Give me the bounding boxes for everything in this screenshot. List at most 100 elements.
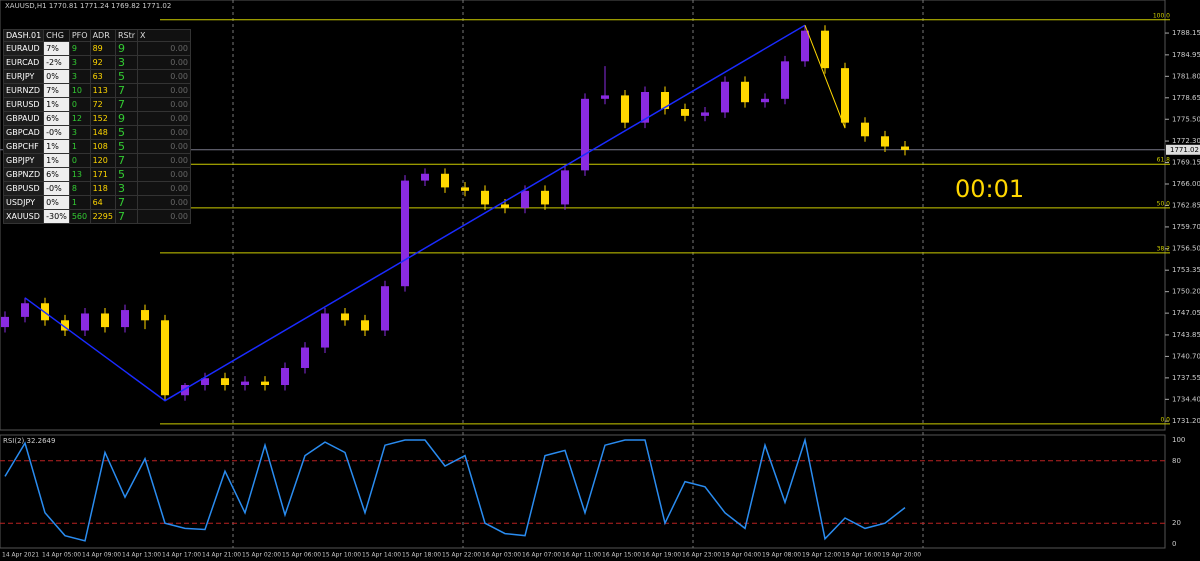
dashboard-cell: 8 bbox=[68, 181, 91, 196]
x-tick-label: 15 Apr 14:00 bbox=[362, 552, 401, 559]
dashboard-cell: 63 bbox=[89, 69, 116, 84]
dashboard-cell: 560 bbox=[68, 209, 91, 224]
dashboard-cell: 7 bbox=[114, 83, 139, 98]
dashboard-cell: CHG bbox=[43, 29, 70, 42]
candle-body bbox=[421, 173, 429, 181]
dashboard-cell: 1% bbox=[43, 139, 70, 154]
x-tick-label: 19 Apr 12:00 bbox=[802, 552, 841, 559]
candle-body bbox=[761, 98, 769, 103]
dashboard-cell: 13 bbox=[68, 167, 91, 182]
candle-body bbox=[561, 170, 569, 205]
dashboard-cell: EURJPY bbox=[2, 69, 45, 84]
x-tick-label: 14 Apr 13:00 bbox=[122, 552, 161, 559]
candle-body bbox=[681, 109, 689, 116]
y-tick-label: 1759.70 bbox=[1172, 223, 1200, 231]
candle-body bbox=[821, 30, 829, 69]
y-tick-label: 1753.35 bbox=[1172, 266, 1200, 274]
current-price-label: 1771.02 bbox=[1170, 146, 1199, 154]
dashboard-cell: 108 bbox=[89, 139, 116, 154]
dashboard-row: GBPJPY 1% 0 120 7 0.00 bbox=[2, 153, 191, 168]
rsi-frame bbox=[0, 434, 1166, 549]
y-tick-label: 1756.50 bbox=[1172, 245, 1200, 253]
dashboard-cell: -0% bbox=[43, 125, 70, 140]
dashboard-cell: 7 bbox=[114, 209, 139, 224]
candle-body bbox=[201, 378, 209, 386]
y-tick-label: 1762.85 bbox=[1172, 201, 1200, 209]
dashboard-cell: 1 bbox=[68, 139, 91, 154]
x-tick-label: 16 Apr 23:00 bbox=[682, 552, 721, 559]
dashboard-cell: 3 bbox=[114, 181, 139, 196]
candle-body bbox=[301, 347, 309, 368]
candle-body bbox=[581, 98, 589, 171]
candle-body bbox=[701, 112, 709, 116]
x-tick-label: 15 Apr 10:00 bbox=[322, 552, 361, 559]
zigzag bbox=[24, 24, 806, 402]
candle-body bbox=[741, 81, 749, 103]
y-tick-label: 1750.20 bbox=[1172, 288, 1200, 296]
candle-body bbox=[61, 320, 69, 331]
dashboard-cell: 0 bbox=[68, 153, 91, 168]
dashboard-cell: 9 bbox=[114, 41, 139, 56]
dashboard-cell: PFO bbox=[68, 29, 91, 42]
candle-body bbox=[401, 180, 409, 287]
dashboard-row: GBPNZD 6% 13 171 5 0.00 bbox=[2, 167, 191, 182]
y-tick-label: 1743.85 bbox=[1172, 331, 1200, 339]
candle-body bbox=[881, 136, 889, 147]
x-tick-label: 19 Apr 16:00 bbox=[842, 552, 881, 559]
dashboard-cell: 1% bbox=[43, 153, 70, 168]
x-tick-label: 15 Apr 22:00 bbox=[442, 552, 481, 559]
dashboard-row: EURJPY 0% 3 63 5 0.00 bbox=[2, 69, 191, 84]
dashboard-row: GBPCAD -0% 3 148 5 0.00 bbox=[2, 125, 191, 140]
y-tick-label: 1784.95 bbox=[1172, 51, 1200, 59]
zigzag-leg bbox=[804, 25, 846, 129]
dashboard-cell: 3 bbox=[68, 69, 91, 84]
dashboard-cell: 72 bbox=[89, 97, 116, 112]
dashboard-cell: EURNZD bbox=[2, 83, 45, 98]
dashboard-cell: RStr bbox=[114, 29, 139, 42]
dashboard-cell: GBPCHF bbox=[2, 139, 45, 154]
candle-body bbox=[121, 310, 129, 328]
rsi-tick-label: 80 bbox=[1172, 457, 1181, 465]
dashboard-cell: EURAUD bbox=[2, 41, 45, 56]
dashboard-cell: 9 bbox=[68, 41, 91, 56]
dashboard: DASH.01 CHG PFO ADR RStr X EURAUD 7% 9 89 9 0.00 EUR… bbox=[2, 29, 191, 224]
dashboard-cell: 0.00 bbox=[137, 83, 191, 98]
candle-body bbox=[281, 367, 289, 386]
dashboard-cell: 7 bbox=[114, 97, 139, 112]
x-tick-label: 14 Apr 17:00 bbox=[162, 552, 201, 559]
dashboard-row: GBPUSD -0% 8 118 3 0.00 bbox=[2, 181, 191, 196]
x-tick-label: 16 Apr 11:00 bbox=[562, 552, 601, 559]
x-tick-label: 19 Apr 08:00 bbox=[762, 552, 801, 559]
dashboard-cell: 7 bbox=[114, 195, 139, 210]
dashboard-cell: 0.00 bbox=[137, 125, 191, 140]
y-tick-label: 1747.05 bbox=[1172, 309, 1200, 317]
dashboard-row: EURNZD 7% 10 113 7 0.00 bbox=[2, 83, 191, 98]
rsi-tick-label: 100 bbox=[1172, 436, 1185, 444]
candle-body bbox=[541, 190, 549, 205]
candle-body bbox=[481, 190, 489, 205]
dashboard-cell: ADR bbox=[89, 29, 116, 42]
x-tick-label: 16 Apr 03:00 bbox=[482, 552, 521, 559]
dashboard-cell: 6% bbox=[43, 111, 70, 126]
dashboard-cell: EURCAD bbox=[2, 55, 45, 70]
x-tick-label: 14 Apr 2021 bbox=[2, 552, 39, 559]
dashboard-cell: 0.00 bbox=[137, 181, 191, 196]
dashboard-cell: 89 bbox=[89, 41, 116, 56]
x-tick-label: 15 Apr 06:00 bbox=[282, 552, 321, 559]
fib-label: 50.0 bbox=[1157, 200, 1171, 207]
x-tick-label: 15 Apr 18:00 bbox=[402, 552, 441, 559]
dashboard-cell: 2295 bbox=[89, 209, 116, 224]
dashboard-row: EURCAD -2% 3 92 3 0.00 bbox=[2, 55, 191, 70]
x-tick-label: 14 Apr 21:00 bbox=[202, 552, 241, 559]
x-tick-label: 16 Apr 15:00 bbox=[602, 552, 641, 559]
dashboard-cell: 0.00 bbox=[137, 167, 191, 182]
x-tick-label: 19 Apr 20:00 bbox=[882, 552, 921, 559]
y-tick-label: 1737.55 bbox=[1172, 374, 1200, 382]
dashboard-cell: 5 bbox=[114, 125, 139, 140]
x-tick-label: 14 Apr 05:00 bbox=[42, 552, 81, 559]
candle-body bbox=[621, 95, 629, 123]
dashboard-cell: 12 bbox=[68, 111, 91, 126]
separators bbox=[232, 0, 924, 548]
dashboard-cell: 113 bbox=[89, 83, 116, 98]
